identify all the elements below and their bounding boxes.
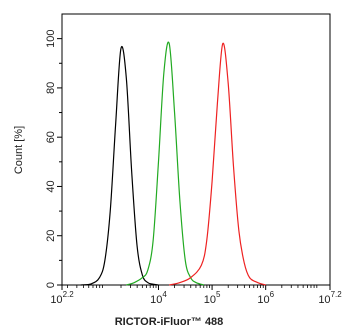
- y-tick-label: 100: [45, 29, 57, 47]
- x-tick-label: 104: [150, 290, 167, 306]
- y-tick-label: 20: [45, 230, 57, 242]
- x-tick-label: 106: [257, 290, 274, 306]
- y-tick-label: 60: [45, 131, 57, 143]
- x-tick-label: 107.2: [318, 290, 342, 306]
- x-tick-exponent: 4: [162, 290, 167, 299]
- y-axis-title: Count [%]: [13, 126, 25, 174]
- x-tick-label: 102.2: [50, 290, 74, 306]
- y-tick-label: 0: [45, 282, 57, 288]
- x-tick-base: 10: [318, 294, 330, 306]
- x-axis-title: RICTOR-iFluor™ 488: [115, 316, 224, 328]
- x-tick-base: 10: [50, 294, 62, 306]
- x-tick-exponent: 5: [216, 290, 221, 299]
- x-tick-label: 105: [204, 290, 221, 306]
- histogram-series-3: [169, 42, 266, 286]
- x-tick-exponent: 2.2: [63, 290, 75, 299]
- x-tick-base: 10: [257, 294, 269, 306]
- x-axis: 102.2 104 105 106 107.2: [50, 285, 342, 306]
- histogram-series-2: [126, 41, 205, 286]
- y-tick-label: 80: [45, 82, 57, 94]
- x-tick-base: 10: [150, 294, 162, 306]
- series-layer: [80, 41, 266, 286]
- plot-frame: [61, 13, 331, 286]
- histogram-series-1: [80, 46, 159, 286]
- x-tick-base: 10: [204, 294, 216, 306]
- y-tick-label: 40: [45, 180, 57, 192]
- x-tick-exponent: 6: [270, 290, 275, 299]
- y-axis: 0 20 40 60 80 100: [45, 29, 62, 288]
- x-tick-exponent: 7.2: [331, 290, 343, 299]
